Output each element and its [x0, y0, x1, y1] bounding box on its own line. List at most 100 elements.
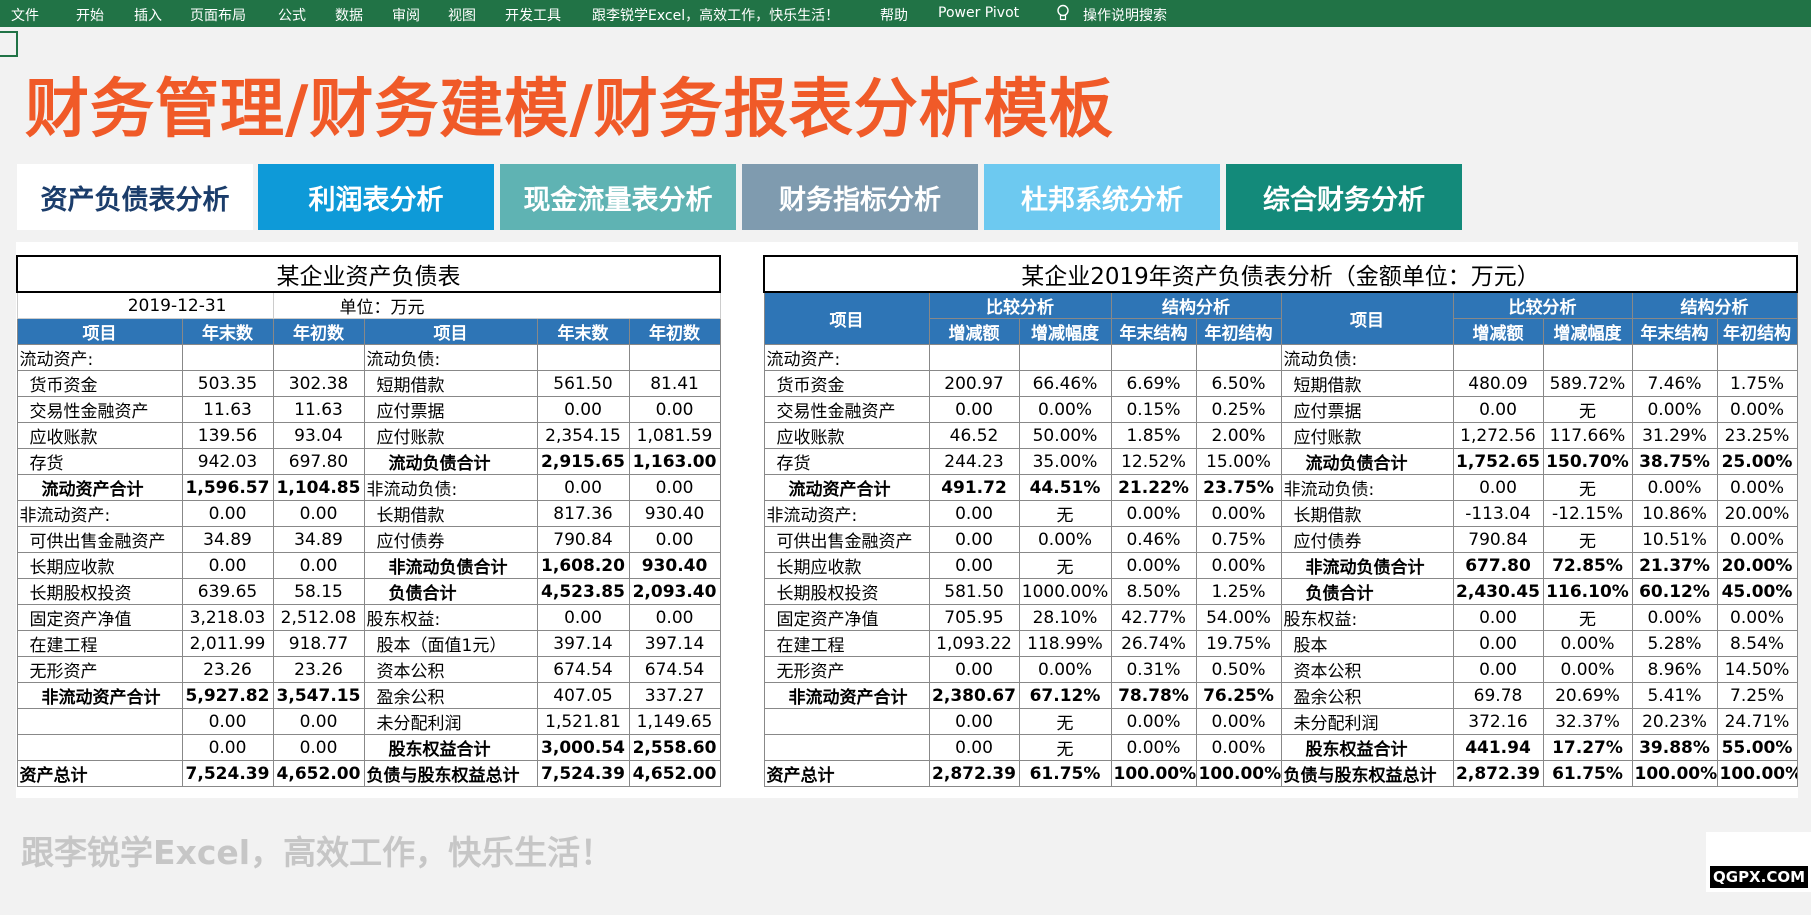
value-cell[interactable]: 58.15 [272, 578, 365, 605]
value-cell[interactable] [536, 344, 630, 371]
value-cell[interactable]: 45.00% [1716, 578, 1798, 605]
value-cell[interactable]: 2,915.65 [536, 448, 630, 475]
row-label-cell[interactable]: 长期股权投资 [763, 578, 930, 605]
value-cell[interactable]: 0.00 [1452, 656, 1544, 683]
value-cell[interactable]: 639.65 [181, 578, 274, 605]
value-cell[interactable]: 23.75% [1195, 474, 1282, 501]
value-cell[interactable]: 0.00% [1195, 500, 1282, 527]
value-cell[interactable]: 无 [1542, 526, 1633, 553]
value-cell[interactable]: 11.63 [181, 396, 274, 423]
value-cell[interactable]: 930.40 [628, 552, 721, 579]
row-label-cell[interactable]: 流动负债: [1280, 344, 1454, 371]
value-cell[interactable]: 39.88% [1631, 734, 1718, 761]
row-label-cell[interactable]: 流动资产合计 [16, 474, 183, 501]
value-cell[interactable]: 0.00 [628, 396, 721, 423]
value-cell[interactable]: 0.00 [181, 500, 274, 527]
row-label-cell[interactable]: 应付票据 [363, 396, 538, 423]
row-label-cell[interactable]: 流动资产: [16, 344, 183, 371]
value-cell[interactable]: 0.25% [1195, 396, 1282, 423]
row-label-cell[interactable]: 无形资产 [763, 656, 930, 683]
value-cell[interactable]: 6.69% [1110, 370, 1197, 397]
value-cell[interactable]: 100.00% [1195, 760, 1282, 787]
value-cell[interactable]: 50.00% [1018, 422, 1112, 449]
value-cell[interactable]: 2,872.39 [928, 760, 1020, 787]
tab-comprehensive[interactable]: 综合财务分析 [1226, 164, 1462, 230]
value-cell[interactable]: 2,872.39 [1452, 760, 1544, 787]
value-cell[interactable]: 61.75% [1018, 760, 1112, 787]
value-cell[interactable] [1018, 344, 1112, 371]
value-cell[interactable]: 0.00% [1110, 734, 1197, 761]
row-label-cell[interactable]: 流动负债合计 [1280, 448, 1454, 475]
value-cell[interactable]: 100.00% [1110, 760, 1197, 787]
value-cell[interactable]: 2,558.60 [628, 734, 721, 761]
value-cell[interactable]: 0.00% [1110, 708, 1197, 735]
value-cell[interactable]: 23.25% [1716, 422, 1798, 449]
row-label-cell[interactable] [763, 734, 930, 761]
menu-view[interactable]: 视图 [448, 8, 476, 24]
value-cell[interactable]: 337.27 [628, 682, 721, 709]
value-cell[interactable]: 0.00% [1716, 474, 1798, 501]
row-label-cell[interactable]: 固定资产净值 [763, 604, 930, 631]
value-cell[interactable]: 491.72 [928, 474, 1020, 501]
menu-power-pivot[interactable]: Power Pivot [938, 5, 1020, 21]
value-cell[interactable]: 无 [1018, 500, 1112, 527]
row-label-cell[interactable]: 应付债券 [363, 526, 538, 553]
value-cell[interactable] [1110, 344, 1197, 371]
row-label-cell[interactable]: 非流动资产合计 [16, 682, 183, 709]
value-cell[interactable]: 697.80 [272, 448, 365, 475]
value-cell[interactable] [1195, 344, 1282, 371]
value-cell[interactable]: 397.14 [536, 630, 630, 657]
value-cell[interactable]: 1,081.59 [628, 422, 721, 449]
lightbulb-icon[interactable] [1056, 4, 1070, 22]
row-label-cell[interactable]: 未分配利润 [363, 708, 538, 735]
value-cell[interactable]: 21.37% [1631, 552, 1718, 579]
value-cell[interactable]: 15.00% [1195, 448, 1282, 475]
row-label-cell[interactable]: 应付债券 [1280, 526, 1454, 553]
value-cell[interactable] [272, 344, 365, 371]
menu-data[interactable]: 数据 [335, 8, 363, 24]
row-label-cell[interactable]: 流动资产合计 [763, 474, 930, 501]
value-cell[interactable]: 28.10% [1018, 604, 1112, 631]
menu-home[interactable]: 开始 [76, 8, 104, 24]
value-cell[interactable]: 2,430.45 [1452, 578, 1544, 605]
row-label-cell[interactable]: 长期借款 [1280, 500, 1454, 527]
value-cell[interactable]: 26.74% [1110, 630, 1197, 657]
value-cell[interactable]: 23.26 [272, 656, 365, 683]
value-cell[interactable]: 69.78 [1452, 682, 1544, 709]
value-cell[interactable]: 1.25% [1195, 578, 1282, 605]
tab-income-statement[interactable]: 利润表分析 [258, 164, 494, 230]
row-label-cell[interactable]: 负债与股东权益总计 [1280, 760, 1454, 787]
value-cell[interactable]: 0.00 [181, 734, 274, 761]
value-cell[interactable]: 561.50 [536, 370, 630, 397]
value-cell[interactable]: 0.00% [1195, 708, 1282, 735]
row-label-cell[interactable]: 短期借款 [1280, 370, 1454, 397]
value-cell[interactable]: 0.00 [928, 708, 1020, 735]
row-label-cell[interactable]: 负债合计 [1280, 578, 1454, 605]
row-label-cell[interactable]: 未分配利润 [1280, 708, 1454, 735]
value-cell[interactable]: 0.00 [272, 708, 365, 735]
row-label-cell[interactable]: 资产总计 [16, 760, 183, 787]
tab-dupont[interactable]: 杜邦系统分析 [984, 164, 1220, 230]
row-label-cell[interactable]: 股东权益合计 [363, 734, 538, 761]
value-cell[interactable]: 0.00% [1631, 474, 1718, 501]
value-cell[interactable]: 0.00% [1631, 396, 1718, 423]
value-cell[interactable]: 60.12% [1631, 578, 1718, 605]
value-cell[interactable]: 1,163.00 [628, 448, 721, 475]
value-cell[interactable]: 无 [1542, 396, 1633, 423]
row-label-cell[interactable]: 在建工程 [16, 630, 183, 657]
value-cell[interactable]: 8.96% [1631, 656, 1718, 683]
value-cell[interactable]: 817.36 [536, 500, 630, 527]
value-cell[interactable]: 35.00% [1018, 448, 1112, 475]
value-cell[interactable]: 20.00% [1716, 552, 1798, 579]
row-label-cell[interactable]: 股东权益: [363, 604, 538, 631]
row-label-cell[interactable]: 负债与股东权益总计 [363, 760, 538, 787]
value-cell[interactable]: 503.35 [181, 370, 274, 397]
value-cell[interactable]: 0.00 [1452, 474, 1544, 501]
value-cell[interactable]: 1,093.22 [928, 630, 1020, 657]
value-cell[interactable] [1452, 344, 1544, 371]
row-label-cell[interactable]: 交易性金融资产 [16, 396, 183, 423]
value-cell[interactable] [1631, 344, 1718, 371]
value-cell[interactable]: 100.00% [1716, 760, 1798, 787]
value-cell[interactable]: 0.00% [1716, 604, 1798, 631]
row-label-cell[interactable]: 应收账款 [763, 422, 930, 449]
